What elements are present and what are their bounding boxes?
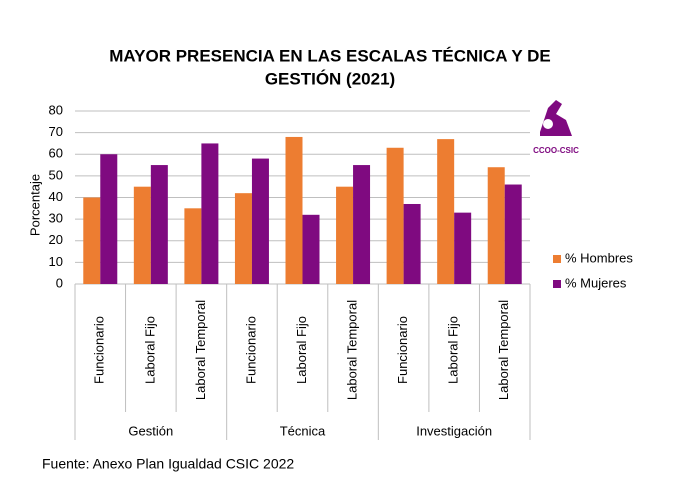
bar bbox=[133, 186, 151, 284]
legend-swatch bbox=[553, 280, 561, 288]
bar bbox=[201, 143, 219, 284]
logo-icon bbox=[540, 100, 572, 136]
bar bbox=[302, 214, 320, 284]
source-note: Fuente: Anexo Plan Igualdad CSIC 2022 bbox=[42, 456, 294, 472]
bar bbox=[386, 147, 404, 284]
x-tick-label: Laboral Temporal bbox=[496, 300, 511, 400]
bar bbox=[403, 203, 421, 284]
bar bbox=[353, 165, 371, 284]
legend-label: % Mujeres bbox=[565, 275, 627, 290]
y-tick-label: 60 bbox=[49, 146, 63, 161]
x-tick-label: Funcionario bbox=[243, 316, 258, 384]
bar bbox=[251, 158, 269, 284]
y-tick-label: 80 bbox=[49, 102, 63, 117]
bar bbox=[150, 165, 168, 284]
chart-title: GESTIÓN (2021) bbox=[265, 69, 395, 88]
bar bbox=[83, 197, 101, 284]
logo: CCOO-CSIC bbox=[533, 100, 579, 155]
x-tick-label: Laboral Temporal bbox=[193, 300, 208, 400]
y-tick-label: 10 bbox=[49, 254, 63, 269]
bar bbox=[184, 208, 202, 284]
x-tick-label: Laboral Fijo bbox=[142, 316, 157, 384]
x-tick-label: Laboral Fijo bbox=[294, 316, 309, 384]
bar bbox=[437, 139, 455, 284]
x-tick-label: Funcionario bbox=[395, 316, 410, 384]
legend-swatch bbox=[553, 255, 561, 263]
y-tick-label: 30 bbox=[49, 211, 63, 226]
x-tick-label: Laboral Temporal bbox=[344, 300, 359, 400]
y-tick-label: 70 bbox=[49, 124, 63, 139]
x-tick-label: Funcionario bbox=[92, 316, 107, 384]
bar bbox=[285, 136, 303, 284]
group-label: Investigación bbox=[416, 423, 492, 438]
legend-label: % Hombres bbox=[565, 250, 633, 265]
y-axis-title: Porcentaje bbox=[27, 174, 42, 236]
group-label: Gestión bbox=[128, 423, 173, 438]
logo-text: CCOO-CSIC bbox=[533, 146, 579, 155]
bar bbox=[100, 154, 118, 284]
x-tick-label: Laboral Fijo bbox=[446, 316, 461, 384]
bar bbox=[504, 184, 522, 284]
y-tick-label: 40 bbox=[49, 189, 63, 204]
y-tick-label: 0 bbox=[56, 275, 63, 290]
bar bbox=[234, 193, 252, 284]
logo-icon bbox=[543, 119, 553, 129]
y-tick-label: 20 bbox=[49, 232, 63, 247]
bar bbox=[487, 167, 505, 284]
bar bbox=[454, 212, 472, 284]
chart-title: MAYOR PRESENCIA EN LAS ESCALAS TÉCNICA Y… bbox=[109, 46, 550, 65]
group-label: Técnica bbox=[280, 423, 326, 438]
y-tick-label: 50 bbox=[49, 167, 63, 182]
bar bbox=[336, 186, 354, 284]
